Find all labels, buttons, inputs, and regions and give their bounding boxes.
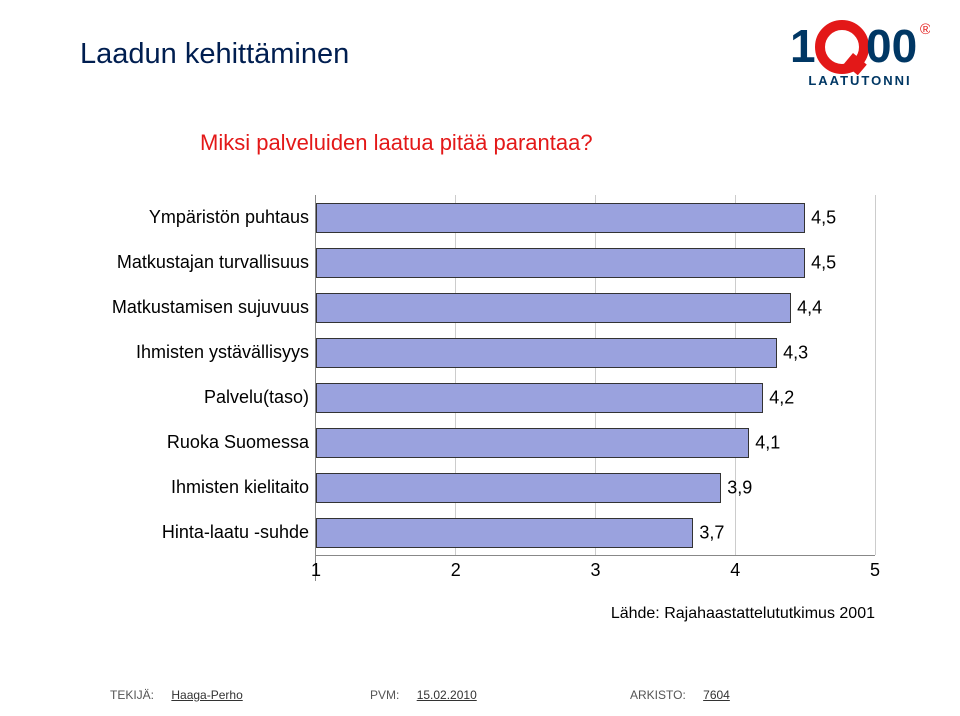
chart-row: Ihmisten kielitaito 3,9 xyxy=(100,465,875,510)
chart-bar xyxy=(316,518,693,548)
chart-axis-tick: 2 xyxy=(451,560,461,581)
chart-axis: 12345 xyxy=(100,555,875,581)
chart-axis-tick: 3 xyxy=(590,560,600,581)
chart-axis-tick: 4 xyxy=(730,560,740,581)
footer-date: 15.02.2010 xyxy=(417,688,477,702)
svg-text:®: ® xyxy=(920,21,930,38)
chart-row-plot: 4,1 xyxy=(315,420,875,465)
chart-row: Ihmisten ystävällisyys 4,3 xyxy=(100,330,875,375)
chart-row-plot: 4,5 xyxy=(315,195,875,240)
chart-row: Ruoka Suomessa 4,1 xyxy=(100,420,875,465)
chart-row-plot: 4,3 xyxy=(315,330,875,375)
chart-row: Palvelu(taso) 4,2 xyxy=(100,375,875,420)
chart-axis-tick: 1 xyxy=(311,560,321,581)
page-subtitle: Miksi palveluiden laatua pitää parantaa? xyxy=(200,130,593,156)
source-label: Lähde: Rajahaastattelututkimus 2001 xyxy=(611,605,875,623)
chart-row-label: Ympäristön puhtaus xyxy=(100,207,315,228)
chart-row: Matkustajan turvallisuus 4,5 xyxy=(100,240,875,285)
chart-row-label: Palvelu(taso) xyxy=(100,387,315,408)
chart-row-label: Ihmisten ystävällisyys xyxy=(100,342,315,363)
logo-graphic: 1 00 ® xyxy=(790,20,930,76)
svg-text:00: 00 xyxy=(866,20,917,72)
chart-row-plot: 3,9 xyxy=(315,465,875,510)
footer-arch: 7604 xyxy=(703,688,730,702)
chart-row-plot: 3,7 xyxy=(315,510,875,555)
chart-bar xyxy=(316,338,777,368)
chart-bar xyxy=(316,383,763,413)
chart-row-label: Matkustajan turvallisuus xyxy=(100,252,315,273)
chart-bar xyxy=(316,248,805,278)
chart-bar xyxy=(316,428,749,458)
chart: Ympäristön puhtaus4,5Matkustajan turvall… xyxy=(100,195,875,581)
chart-row-plot: 4,4 xyxy=(315,285,875,330)
chart-axis-tick: 5 xyxy=(870,560,880,581)
chart-bar-value: 4,5 xyxy=(805,207,836,228)
chart-bar-value: 4,4 xyxy=(791,297,822,318)
svg-text:1: 1 xyxy=(790,20,816,72)
logo: 1 00 ® LAATUTONNI xyxy=(790,20,930,88)
chart-bar-value: 3,9 xyxy=(721,477,752,498)
chart-bar xyxy=(316,293,791,323)
chart-row-label: Ihmisten kielitaito xyxy=(100,477,315,498)
chart-row-label: Hinta-laatu -suhde xyxy=(100,522,315,543)
chart-bar-value: 4,2 xyxy=(763,387,794,408)
chart-bar-value: 4,5 xyxy=(805,252,836,273)
logo-text: LAATUTONNI xyxy=(790,73,930,88)
page-title: Laadun kehittäminen xyxy=(80,38,349,71)
chart-row: Ympäristön puhtaus 4,5 xyxy=(100,195,875,240)
footer-author: Haaga-Perho xyxy=(171,688,242,702)
slide: 1 00 ® LAATUTONNI Laadun kehittäminen Mi… xyxy=(0,0,960,716)
footer-date-key: PVM: xyxy=(370,688,399,702)
chart-bar-value: 4,3 xyxy=(777,342,808,363)
chart-row: Matkustamisen sujuvuus 4,4 xyxy=(100,285,875,330)
chart-row: Hinta-laatu -suhde 3,7 xyxy=(100,510,875,555)
chart-row-plot: 4,2 xyxy=(315,375,875,420)
chart-row-label: Matkustamisen sujuvuus xyxy=(100,297,315,318)
footer-arch-key: ARKISTO: xyxy=(630,688,686,702)
chart-bar xyxy=(316,203,805,233)
footer-author-key: TEKIJÄ: xyxy=(110,688,154,702)
chart-bar-value: 4,1 xyxy=(749,432,780,453)
chart-bar-value: 3,7 xyxy=(693,522,724,543)
chart-row-plot: 4,5 xyxy=(315,240,875,285)
footer: TEKIJÄ: Haaga-Perho PVM: 15.02.2010 ARKI… xyxy=(110,688,850,702)
chart-bar xyxy=(316,473,721,503)
chart-row-label: Ruoka Suomessa xyxy=(100,432,315,453)
